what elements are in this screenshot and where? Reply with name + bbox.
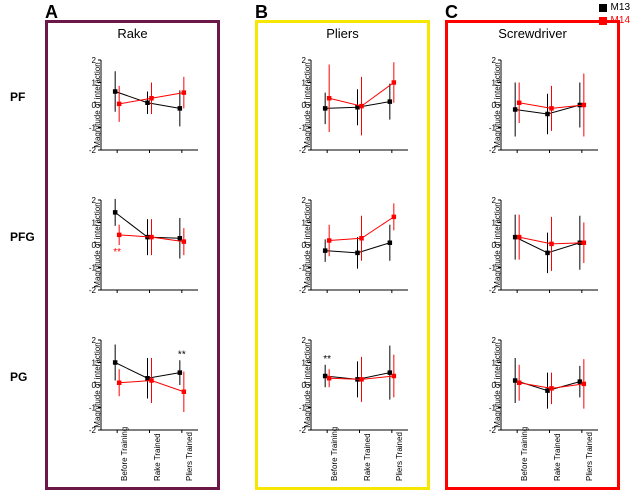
xtick-label: Pliers Trained — [395, 432, 404, 481]
svg-text:0: 0 — [302, 101, 307, 110]
svg-text:2: 2 — [492, 196, 497, 205]
column-title: Pliers — [255, 26, 430, 41]
svg-text:-1: -1 — [89, 264, 97, 273]
column-screwdriver: CScrewdriverMagnitude of interaction-2-1… — [445, 20, 620, 490]
panel-1-0: Magnitude of interaction-2-1012** — [83, 195, 203, 295]
xtick-labels: Before TrainingRake TrainedPliers Traine… — [83, 435, 203, 485]
svg-text:-2: -2 — [299, 146, 307, 155]
svg-text:2: 2 — [302, 336, 307, 345]
plot-svg: -2 -1 0 1 2 ** — [293, 335, 413, 435]
svg-text:0: 0 — [492, 381, 497, 390]
plot-svg: -2 -1 0 1 2 — [83, 55, 203, 155]
svg-text:-2: -2 — [489, 286, 497, 295]
xtick-labels: Before TrainingRake TrainedPliers Traine… — [483, 435, 603, 485]
svg-text:1: 1 — [492, 79, 497, 88]
figure: M13 M14 PF PFG PG ARakeMagnitude of inte… — [0, 0, 640, 504]
svg-text:0: 0 — [92, 241, 97, 250]
svg-text:1: 1 — [302, 79, 307, 88]
svg-text:-1: -1 — [89, 124, 97, 133]
svg-text:-1: -1 — [299, 264, 307, 273]
plot-svg: -2 -1 0 1 2 — [293, 55, 413, 155]
svg-text:1: 1 — [302, 359, 307, 368]
panel-1-2: Magnitude of interaction-2-1012 — [483, 195, 603, 295]
svg-text:0: 0 — [302, 241, 307, 250]
svg-text:1: 1 — [302, 219, 307, 228]
plot-svg: -2 -1 0 1 2 — [483, 195, 603, 295]
svg-text:1: 1 — [92, 359, 97, 368]
panel-2-0: Magnitude of interaction-2-1012**Before … — [83, 335, 203, 435]
svg-text:2: 2 — [92, 196, 97, 205]
svg-text:-2: -2 — [489, 146, 497, 155]
svg-text:-2: -2 — [89, 146, 97, 155]
plot-svg: -2 -1 0 1 2 — [483, 55, 603, 155]
svg-text:-2: -2 — [299, 426, 307, 435]
svg-text:0: 0 — [92, 381, 97, 390]
legend-m13-label: M13 — [611, 2, 630, 13]
xtick-label: Rake Trained — [553, 433, 562, 481]
plot-svg: -2 -1 0 1 2 ** — [83, 335, 203, 435]
legend-m13-marker — [599, 4, 607, 12]
xtick-label: Before Training — [330, 427, 339, 481]
svg-text:1: 1 — [492, 219, 497, 228]
xtick-label: Pliers Trained — [185, 432, 194, 481]
svg-text:**: ** — [113, 247, 121, 258]
panel-2-1: Magnitude of interaction-2-1012**Before … — [293, 335, 413, 435]
row-label-pg: PG — [10, 370, 27, 384]
plot-svg: -2 -1 0 1 2 ** — [83, 195, 203, 295]
svg-text:0: 0 — [492, 101, 497, 110]
svg-text:2: 2 — [302, 196, 307, 205]
xtick-label: Before Training — [120, 427, 129, 481]
xtick-label: Rake Trained — [363, 433, 372, 481]
svg-text:**: ** — [178, 349, 186, 360]
row-label-pfg: PFG — [10, 230, 35, 244]
svg-text:1: 1 — [92, 79, 97, 88]
column-rake: ARakeMagnitude of interaction-2-1012Magn… — [45, 20, 220, 490]
panel-0-2: Magnitude of interaction-2-1012 — [483, 55, 603, 155]
svg-text:-1: -1 — [489, 404, 497, 413]
xtick-label: Rake Trained — [153, 433, 162, 481]
svg-text:-1: -1 — [299, 124, 307, 133]
panel-0-0: Magnitude of interaction-2-1012 — [83, 55, 203, 155]
svg-text:2: 2 — [302, 56, 307, 65]
svg-text:2: 2 — [492, 56, 497, 65]
column-title: Screwdriver — [445, 26, 620, 41]
legend-m13: M13 — [599, 2, 630, 13]
svg-text:-1: -1 — [299, 404, 307, 413]
xtick-label: Pliers Trained — [585, 432, 594, 481]
plot-svg: -2 -1 0 1 2 — [293, 195, 413, 295]
column-pliers: BPliersMagnitude of interaction-2-1012Ma… — [255, 20, 430, 490]
row-label-pf: PF — [10, 90, 25, 104]
svg-text:2: 2 — [92, 336, 97, 345]
svg-text:-2: -2 — [89, 426, 97, 435]
panel-1-1: Magnitude of interaction-2-1012 — [293, 195, 413, 295]
svg-text:-1: -1 — [89, 404, 97, 413]
plot-svg: -2 -1 0 1 2 — [483, 335, 603, 435]
svg-text:1: 1 — [492, 359, 497, 368]
column-title: Rake — [45, 26, 220, 41]
svg-text:0: 0 — [92, 101, 97, 110]
svg-text:0: 0 — [302, 381, 307, 390]
svg-text:0: 0 — [492, 241, 497, 250]
xtick-labels: Before TrainingRake TrainedPliers Traine… — [293, 435, 413, 485]
svg-text:2: 2 — [92, 56, 97, 65]
svg-text:2: 2 — [492, 336, 497, 345]
svg-text:-2: -2 — [89, 286, 97, 295]
panel-2-2: Magnitude of interaction-2-1012Before Tr… — [483, 335, 603, 435]
svg-text:**: ** — [323, 354, 331, 365]
xtick-label: Before Training — [520, 427, 529, 481]
svg-text:-1: -1 — [489, 124, 497, 133]
svg-text:-2: -2 — [299, 286, 307, 295]
panel-0-1: Magnitude of interaction-2-1012 — [293, 55, 413, 155]
svg-text:-2: -2 — [489, 426, 497, 435]
svg-text:-1: -1 — [489, 264, 497, 273]
svg-text:1: 1 — [92, 219, 97, 228]
